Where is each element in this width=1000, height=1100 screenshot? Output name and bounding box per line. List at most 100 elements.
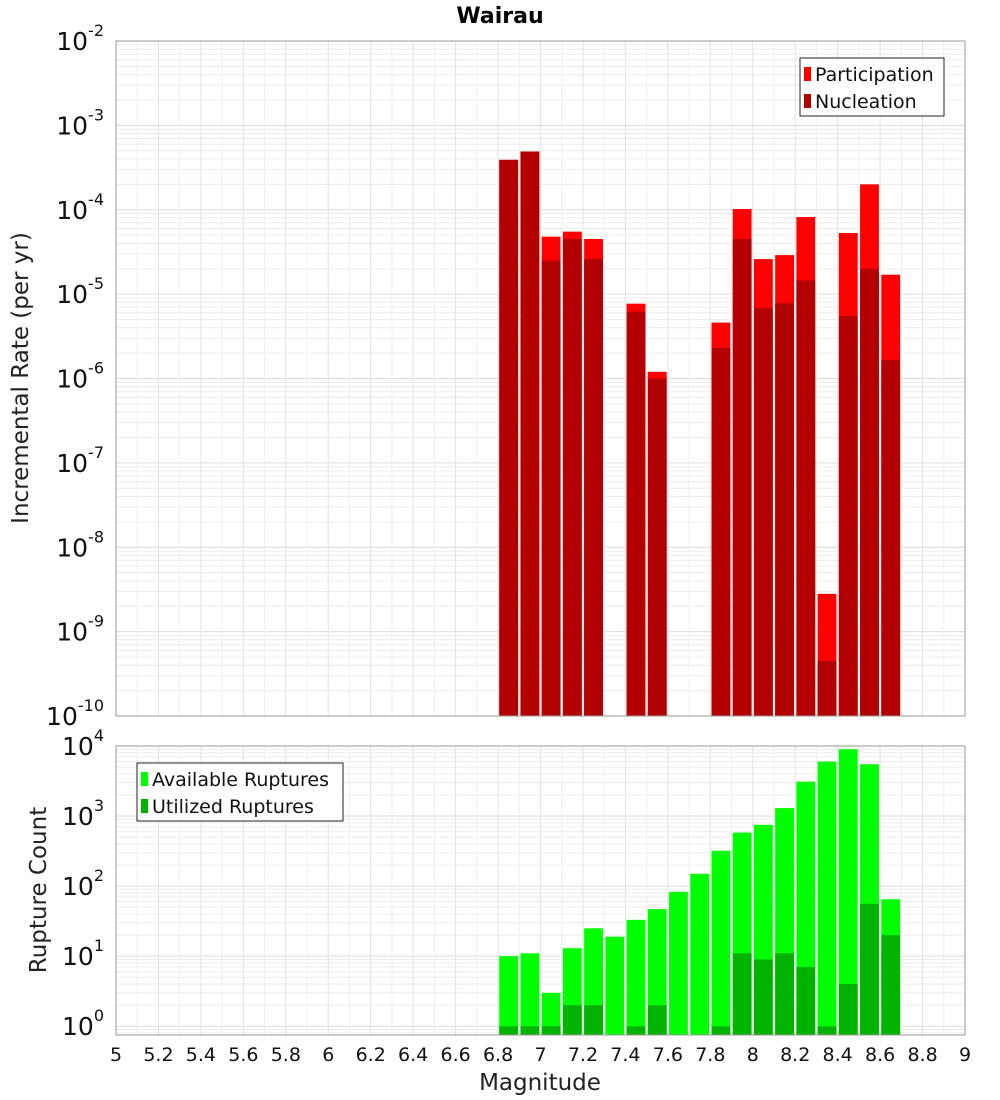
top-legend-swatch (804, 94, 811, 108)
bottom-legend-label: Available Ruptures (152, 769, 329, 791)
top-y-tick-label: 10-9 (56, 612, 104, 647)
bottom-bar-utilized-ruptures (775, 953, 794, 1035)
top-y-tick-label: 10-6 (56, 359, 104, 394)
bottom-bar-available-ruptures (690, 873, 710, 1035)
top-y-tick-label: 10-2 (56, 21, 104, 56)
bottom-bar-utilized-ruptures (838, 984, 858, 1035)
top-legend: Participation Nucleation (799, 57, 945, 117)
bottom-bar-available-ruptures (711, 850, 731, 1035)
bottom-y-tick-label: 103 (62, 796, 104, 831)
top-legend-label: Nucleation (815, 91, 917, 113)
bottom-bar-available-ruptures (605, 936, 625, 1035)
x-tick-label: 5.2 (143, 1044, 173, 1066)
top-plot-frame (115, 40, 966, 717)
bottom-bar-utilized-ruptures (711, 1026, 731, 1035)
top-bar-nucleation (838, 316, 858, 716)
x-tick-label: 5.4 (186, 1044, 216, 1066)
top-plot: 10-2 10-3 10-4 10-5 10-6 10-7 10-8 10-9 10-10 Par… (46, 21, 966, 731)
top-grid (115, 41, 966, 717)
x-tick-label: 8.4 (823, 1044, 853, 1066)
bottom-bar-utilized-ruptures (499, 1026, 519, 1035)
bottom-bar-utilized-ruptures (732, 953, 752, 1035)
x-tick-label: 7.2 (568, 1044, 598, 1066)
x-tick-label: 8.6 (865, 1044, 895, 1066)
bottom-plot-frame (115, 745, 966, 1036)
top-y-tick-label: 10-5 (56, 274, 104, 309)
top-y-tick-label: 10-8 (56, 527, 104, 562)
top-y-axis-label: Incremental Rate (per yr) (8, 232, 34, 524)
bottom-y-tick-label: 101 (62, 936, 104, 971)
bottom-legend-swatch (141, 799, 148, 813)
bottom-bar-available-ruptures (647, 909, 667, 1035)
x-tick-label: 9 (959, 1044, 971, 1066)
top-legend-label: Participation (815, 64, 934, 86)
top-bar-nucleation (499, 159, 519, 717)
x-tick-label: 5.8 (271, 1044, 301, 1066)
bottom-legend-swatch (141, 772, 148, 786)
bottom-y-tick-labels: 104 103 102 101 100 (62, 726, 104, 1041)
bottom-bar-available-ruptures (817, 761, 837, 1035)
bottom-bar-utilized-ruptures (647, 1005, 667, 1035)
bottom-bar-utilized-ruptures (881, 935, 901, 1035)
bottom-bar-utilized-ruptures (541, 1026, 561, 1035)
bottom-bar-utilized-ruptures (860, 903, 879, 1035)
top-bar-nucleation (626, 311, 646, 716)
x-tick-label: 8 (747, 1044, 759, 1066)
top-bar-nucleation (541, 260, 561, 716)
top-y-tick-label: 10-7 (56, 443, 104, 478)
bottom-bar-available-ruptures (499, 956, 519, 1035)
x-tick-label: 7.4 (610, 1044, 640, 1066)
bottom-bar-utilized-ruptures (584, 1005, 603, 1035)
top-bar-nucleation (796, 280, 816, 716)
bottom-plot: 104 103 102 101 100 Available Ruptures Utilize… (62, 726, 966, 1041)
bottom-y-tick-label: 102 (62, 866, 104, 901)
top-bar-nucleation (860, 268, 879, 716)
bottom-bar-utilized-ruptures (520, 1026, 540, 1035)
x-tick-label: 6.6 (440, 1044, 470, 1066)
bottom-bar-utilized-ruptures (626, 1026, 646, 1035)
bottom-bar-utilized-ruptures (817, 1026, 837, 1035)
bottom-bar-available-ruptures (520, 953, 540, 1035)
bottom-bar-available-ruptures (838, 749, 858, 1035)
bottom-y-axis-label: Rupture Count (26, 807, 52, 973)
bottom-bar-utilized-ruptures (753, 959, 773, 1035)
top-y-tick-labels: 10-2 10-3 10-4 10-5 10-6 10-7 10-8 10-9 10-10 (46, 21, 104, 731)
x-tick-label: 5.6 (228, 1044, 258, 1066)
bottom-legend: Available Ruptures Utilized Ruptures (136, 762, 344, 822)
bottom-legend-label: Utilized Ruptures (152, 796, 314, 818)
top-bar-nucleation (817, 660, 837, 716)
x-tick-label: 6 (322, 1044, 334, 1066)
top-bar-nucleation (711, 347, 731, 716)
bottom-legend-box (136, 762, 344, 822)
bottom-y-tick-label: 100 (62, 1006, 104, 1041)
chart-title: Wairau (456, 4, 543, 29)
top-bar-nucleation (647, 378, 667, 716)
top-y-tick-label: 10-10 (46, 696, 104, 731)
top-bar-nucleation (562, 239, 582, 716)
x-tick-label: 8.8 (907, 1044, 937, 1066)
x-tick-labels: 5 5.2 5.4 5.6 5.8 6 6.2 6.4 6.6 6.8 7 7.2 7.4 7.6 7.8 8… (110, 1044, 971, 1066)
x-tick-label: 7.8 (695, 1044, 725, 1066)
top-series-1 (499, 151, 901, 717)
x-tick-label: 6.4 (398, 1044, 428, 1066)
bottom-bar-available-ruptures (541, 992, 561, 1035)
top-legend-swatch (804, 67, 811, 81)
top-bar-nucleation (584, 259, 603, 716)
top-bar-nucleation (775, 303, 794, 716)
top-bar-nucleation (881, 360, 901, 716)
x-tick-label: 7 (534, 1044, 546, 1066)
x-tick-label: 6.8 (483, 1044, 513, 1066)
x-axis-label: Magnitude (479, 1070, 601, 1096)
bottom-y-tick-label: 104 (62, 726, 104, 761)
x-tick-label: 7.6 (653, 1044, 683, 1066)
top-bar-nucleation (520, 151, 540, 716)
top-y-tick-label: 10-4 (56, 190, 104, 225)
top-y-tick-label: 10-3 (56, 105, 104, 140)
top-bar-nucleation (753, 308, 773, 716)
top-bar-nucleation (732, 239, 752, 716)
bottom-bar-utilized-ruptures (562, 1005, 582, 1035)
bottom-bar-available-ruptures (626, 919, 646, 1035)
x-tick-label: 5 (110, 1044, 122, 1066)
bottom-series-1 (499, 903, 901, 1035)
